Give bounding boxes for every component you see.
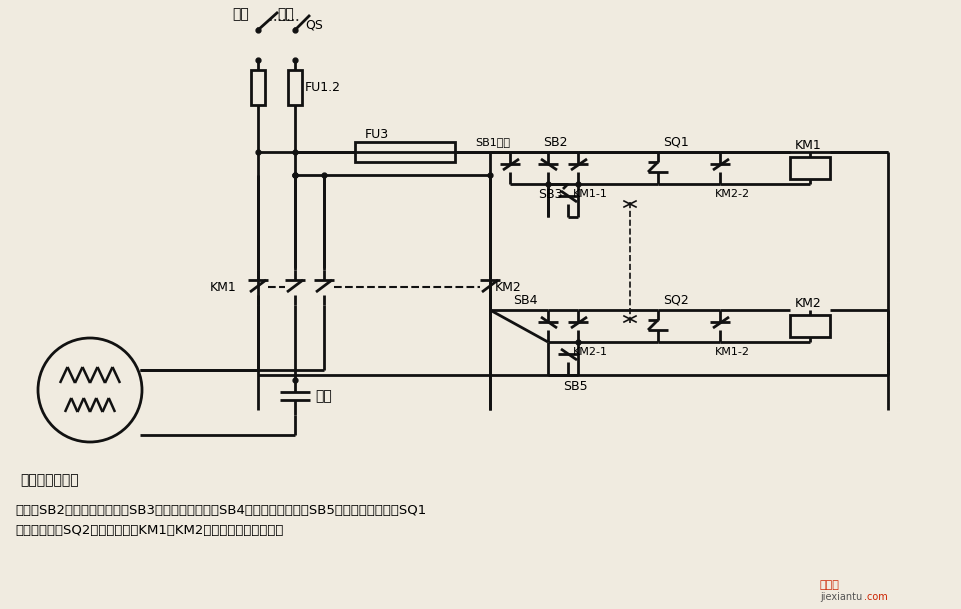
Text: KM1: KM1: [209, 281, 236, 294]
Text: 为最高限位，SQ2为最低限位。KM1、KM2可用中间继电器代替。: 为最高限位，SQ2为最低限位。KM1、KM2可用中间继电器代替。: [15, 524, 283, 537]
Circle shape: [38, 338, 142, 442]
Text: 火线: 火线: [232, 7, 249, 21]
Text: KM2: KM2: [495, 281, 521, 294]
Text: FU1.2: FU1.2: [305, 80, 340, 94]
Text: QS: QS: [305, 18, 323, 32]
Text: 单相电容电动机: 单相电容电动机: [20, 473, 79, 487]
Bar: [789, 157, 829, 179]
Text: 说明：SB2为上升启动按钮，SB3为上升点动按钮，SB4为下降启动按钮，SB5为下降点动按钮；SQ1: 说明：SB2为上升启动按钮，SB3为上升点动按钮，SB4为下降启动按钮，SB5为…: [15, 504, 426, 516]
Text: SB2: SB2: [542, 135, 567, 149]
Text: KM1: KM1: [794, 138, 821, 152]
Text: SQ2: SQ2: [662, 294, 688, 306]
Text: SB1停止: SB1停止: [475, 137, 509, 147]
Text: KM2-1: KM2-1: [573, 347, 607, 357]
Text: SB3: SB3: [537, 188, 562, 200]
Text: 接线图: 接线图: [819, 580, 839, 590]
Bar: [251, 70, 264, 105]
Text: .com: .com: [863, 592, 887, 602]
Bar: [789, 315, 829, 337]
Bar: [287, 70, 302, 105]
Text: SB5: SB5: [562, 381, 587, 393]
Text: 电容: 电容: [314, 389, 332, 403]
Text: SB4: SB4: [512, 294, 537, 306]
Text: KM1-2: KM1-2: [714, 347, 750, 357]
Text: KM2: KM2: [794, 297, 821, 309]
Text: 零线: 零线: [277, 7, 293, 21]
Text: jiexiantu: jiexiantu: [819, 592, 861, 602]
Text: KM1-1: KM1-1: [573, 189, 607, 199]
Text: SQ1: SQ1: [662, 135, 688, 149]
Text: KM2-2: KM2-2: [714, 189, 750, 199]
Bar: [355, 142, 455, 162]
Text: FU3: FU3: [364, 127, 388, 141]
